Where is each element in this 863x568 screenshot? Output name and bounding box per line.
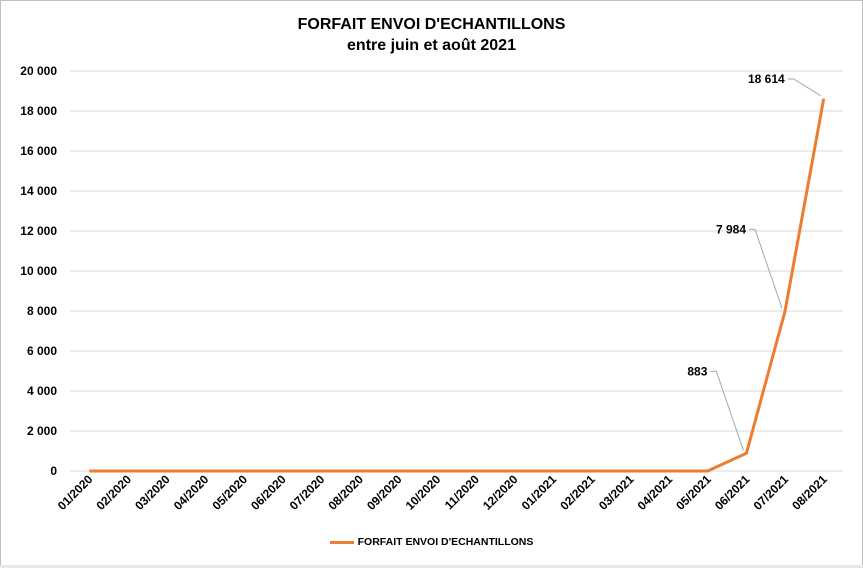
data-label-leader-line [749,228,783,309]
x-tick-label: 01/2021 [519,472,560,513]
chart-title: FORFAIT ENVOI D'ECHANTILLONS [297,16,566,33]
x-tick-label: 07/2021 [751,472,792,513]
legend-label: FORFAIT ENVOI D'ECHANTILLONS [357,536,534,548]
chart-title-block: FORFAIT ENVOI D'ECHANTILLONS entre juin … [0,14,863,56]
y-tick-label: 0 [50,464,57,478]
x-tick-label: 08/2020 [325,472,366,513]
data-label-leader-lines [710,78,821,451]
data-label: 18 614 [748,72,785,86]
x-tick-label: 08/2021 [789,472,830,513]
series-line [89,98,826,473]
window-bottom-strip [0,565,863,568]
gridlines [70,70,843,472]
x-tick-label: 05/2020 [209,472,250,513]
x-tick-label: 05/2021 [673,472,714,513]
x-tick-label: 06/2020 [248,472,289,513]
x-tick-label: 09/2020 [364,472,405,513]
x-tick-label: 03/2021 [596,472,637,513]
x-tick-label: 01/2020 [55,472,96,513]
x-tick-label: 06/2021 [712,472,753,513]
x-tick-label: 02/2020 [94,472,135,513]
data-label-leader-line [710,370,744,451]
y-axis-tick-labels: 0 2 000 4 000 6 000 8 000 10 000 12 000 14 000 1… [20,64,57,478]
x-tick-label: 07/2020 [287,472,328,513]
x-axis-tick-labels: 01/202002/202003/202004/202005/202006/20… [55,472,830,513]
y-tick-label: 14 000 [20,184,57,198]
x-tick-label: 02/2021 [557,472,598,513]
x-tick-label: 11/2020 [442,472,482,512]
series-layer [89,98,826,473]
data-labels: 883 7 984 18 614 [687,72,785,378]
y-tick-label: 6 000 [27,344,57,358]
chart-subtitle: entre juin et août 2021 [347,37,516,54]
y-tick-label: 8 000 [27,304,57,318]
x-tick-label: 12/2020 [480,472,521,513]
y-tick-label: 4 000 [27,384,57,398]
y-tick-label: 12 000 [20,224,57,238]
x-tick-label: 03/2020 [132,472,173,513]
y-tick-label: 2 000 [27,424,57,438]
data-label: 7 984 [716,222,746,236]
legend: FORFAIT ENVOI D'ECHANTILLONS [0,536,863,548]
x-tick-label: 04/2021 [635,472,676,513]
data-label-leader-line [787,78,821,97]
data-label: 883 [687,364,707,378]
y-tick-label: 20 000 [20,64,57,78]
x-tick-label: 04/2020 [171,472,212,513]
y-tick-label: 18 000 [20,104,57,118]
legend-swatch [329,540,354,544]
y-tick-label: 16 000 [20,144,57,158]
y-tick-label: 10 000 [20,264,57,278]
x-tick-label: 10/2020 [403,472,444,513]
